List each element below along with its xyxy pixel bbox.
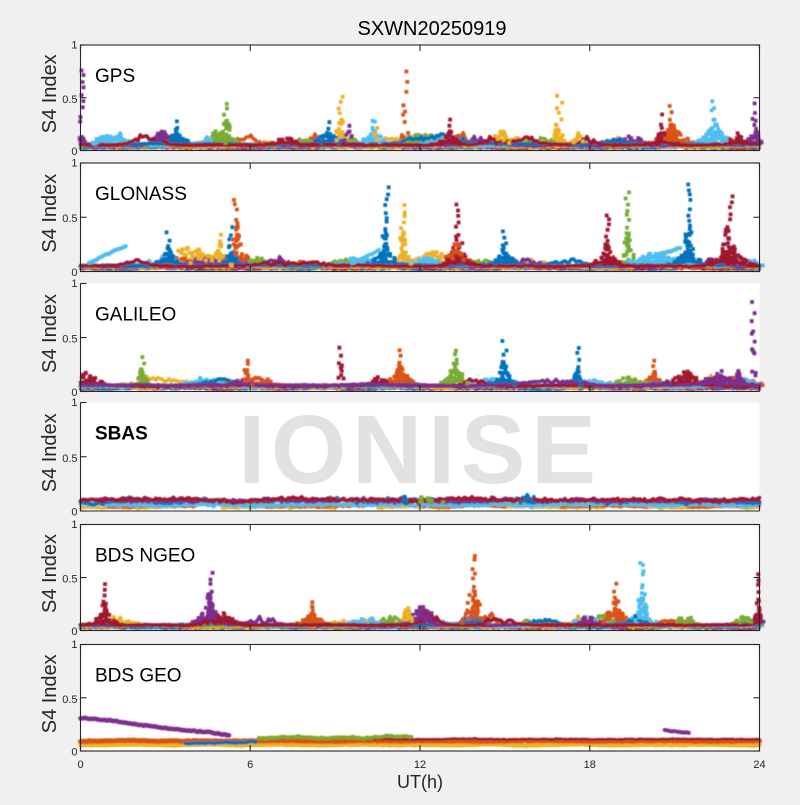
svg-text:GALILEO: GALILEO [95, 305, 176, 326]
svg-text:18: 18 [584, 759, 596, 771]
svg-text:IONISE: IONISE [238, 395, 602, 504]
svg-text:S4 Index: S4 Index [39, 654, 61, 733]
svg-text:SBAS: SBAS [95, 424, 148, 445]
svg-text:0: 0 [71, 146, 77, 158]
svg-text:1: 1 [71, 278, 77, 290]
svg-text:0: 0 [71, 387, 77, 399]
svg-text:1: 1 [71, 519, 77, 531]
svg-text:1: 1 [71, 397, 77, 409]
svg-text:0: 0 [71, 507, 77, 519]
svg-text:1: 1 [71, 639, 77, 651]
svg-text:0.5: 0.5 [62, 694, 77, 706]
svg-text:UT(h): UT(h) [397, 772, 443, 792]
svg-text:0.5: 0.5 [62, 574, 77, 586]
svg-text:S4 Index: S4 Index [39, 534, 61, 613]
svg-text:0.5: 0.5 [62, 453, 77, 465]
svg-text:1: 1 [71, 158, 77, 170]
svg-text:BDS NGEO: BDS NGEO [95, 546, 195, 567]
svg-text:0: 0 [77, 759, 83, 771]
svg-text:BDS GEO: BDS GEO [95, 666, 182, 687]
svg-text:24: 24 [753, 759, 765, 771]
svg-text:S4 Index: S4 Index [39, 294, 61, 373]
svg-text:S4 Index: S4 Index [39, 54, 61, 133]
svg-text:0: 0 [71, 747, 77, 759]
svg-text:S4 Index: S4 Index [39, 174, 61, 253]
svg-text:SXWN20250919: SXWN20250919 [358, 18, 507, 40]
svg-text:0.5: 0.5 [62, 94, 77, 106]
svg-text:GLONASS: GLONASS [95, 184, 187, 205]
svg-text:6: 6 [247, 759, 253, 771]
svg-text:1: 1 [71, 40, 77, 52]
svg-text:12: 12 [414, 759, 426, 771]
svg-text:S4 Index: S4 Index [39, 413, 61, 492]
svg-text:0: 0 [71, 626, 77, 638]
svg-text:0: 0 [71, 267, 77, 279]
svg-text:0.5: 0.5 [62, 334, 77, 346]
svg-text:GPS: GPS [95, 66, 135, 87]
svg-text:0.5: 0.5 [62, 213, 77, 225]
